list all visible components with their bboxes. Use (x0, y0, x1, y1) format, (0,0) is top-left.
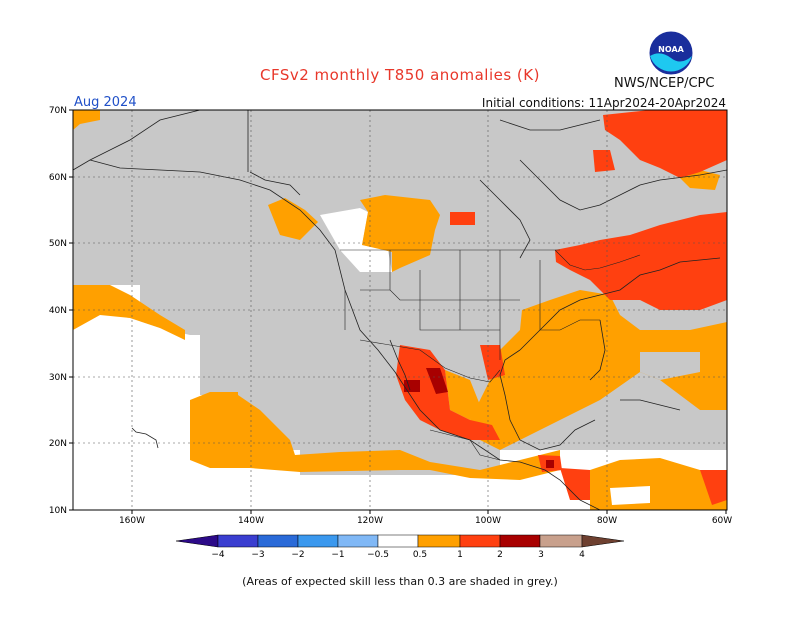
lat-label: 30N (49, 373, 67, 383)
lon-label: 140W (238, 516, 264, 526)
colorbar-label: 4 (579, 550, 585, 560)
colorbar-swatch (417, 534, 461, 548)
colorbar-label: −2 (291, 550, 304, 560)
colorbar-label: −3 (251, 550, 264, 560)
lat-label: 70N (49, 106, 67, 116)
colorbar-label: 3 (538, 550, 544, 560)
colorbar-swatch (337, 534, 379, 548)
agency-label: NWS/NCEP/CPC (614, 76, 715, 91)
grey-inside-warm-east (610, 352, 700, 505)
colorbar-label: 2 (497, 550, 503, 560)
colorbar-label: 0.5 (413, 550, 427, 560)
lat-label: 20N (49, 439, 67, 449)
lon-label: 160W (119, 516, 145, 526)
colorbar-swatch (459, 534, 501, 548)
colorbar-swatch (377, 534, 419, 548)
initial-conditions: Initial conditions: 11Apr2024-20Apr2024 (481, 96, 726, 110)
coastlines (73, 110, 727, 510)
graticule (73, 110, 727, 510)
lat-label: 40N (49, 306, 67, 316)
forecast-month: Aug 2024 (74, 95, 137, 110)
skill-note: (Areas of expected skill less than 0.3 a… (242, 575, 558, 588)
map-title: CFSv2 monthly T850 anomalies (K) (260, 66, 540, 84)
warm-anomaly-1-2 (396, 110, 727, 505)
colorbar-swatch (297, 534, 339, 548)
lat-label: 10N (49, 506, 67, 516)
lon-label: 100W (475, 516, 501, 526)
lat-ticks (69, 109, 73, 511)
lon-label: 60W (712, 516, 732, 526)
colorbar-swatch (581, 534, 625, 548)
colorbar-label: 1 (457, 550, 463, 560)
lon-label: 80W (597, 516, 617, 526)
colorbar-label: −0.5 (367, 550, 389, 560)
colorbar-swatch (175, 534, 219, 548)
colorbar-label: −4 (211, 550, 225, 560)
colorbar-swatch (257, 534, 299, 548)
lat-label: 60N (49, 173, 67, 183)
lon-ticks (131, 510, 727, 514)
colorbar: −4 −3 −2 −1 −0.5 0.5 1 2 3 4 (175, 534, 625, 560)
svg-text:NOAA: NOAA (658, 45, 684, 54)
noaa-logo: NOAA (648, 30, 694, 76)
colorbar-label: −1 (331, 550, 344, 560)
lat-label: 50N (49, 239, 67, 249)
colorbar-swatch (539, 534, 583, 548)
lon-label: 120W (357, 516, 383, 526)
map-field (73, 110, 727, 510)
colorbar-swatch (499, 534, 541, 548)
colorbar-swatch (217, 534, 259, 548)
